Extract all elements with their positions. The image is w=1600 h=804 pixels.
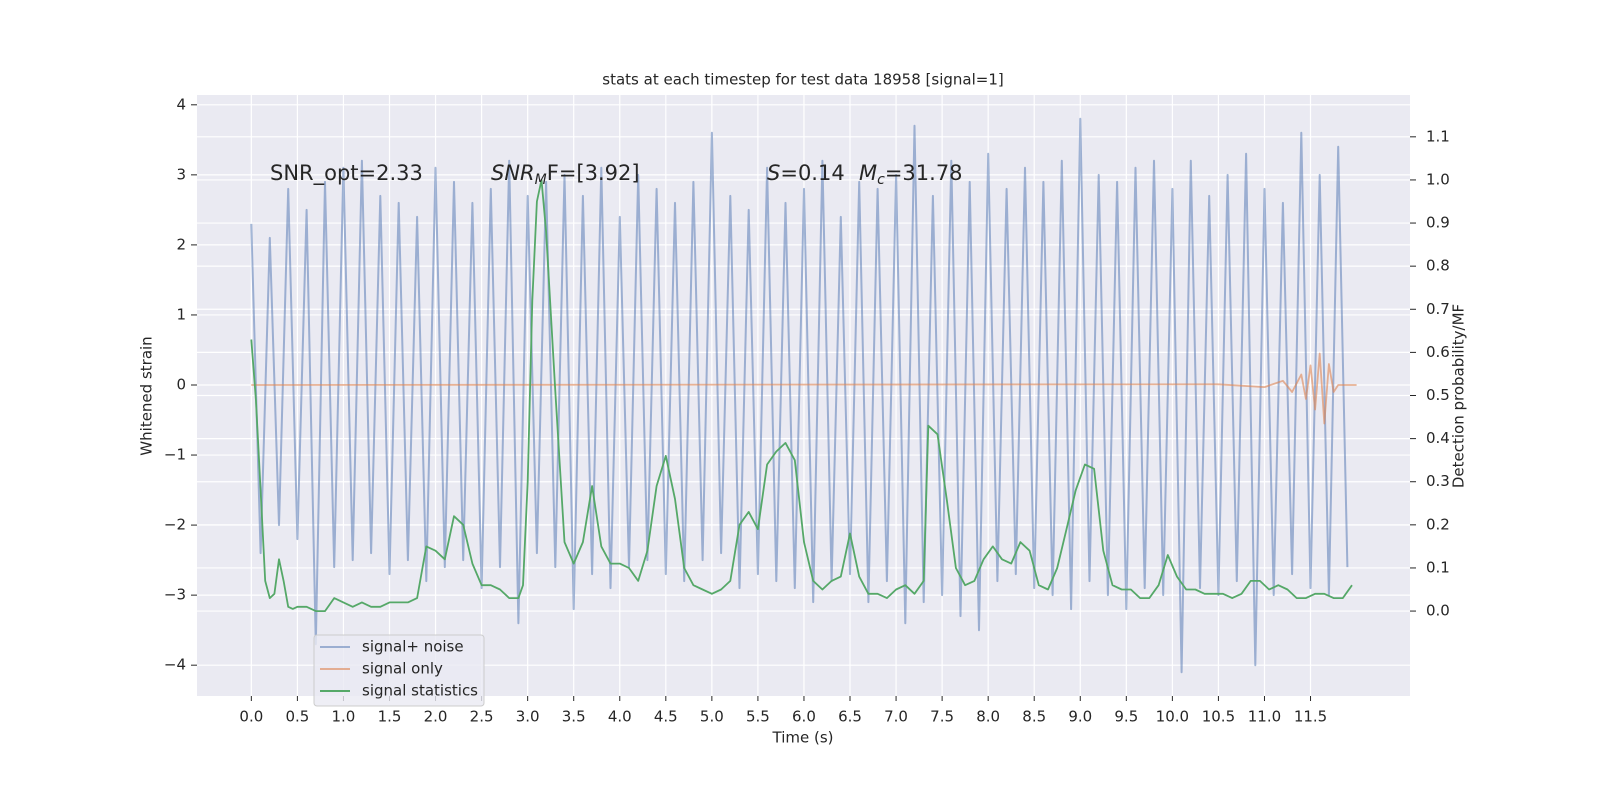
x-tick-label: 4.5 [654, 708, 678, 726]
x-tick-label: 9.0 [1068, 708, 1092, 726]
y-tick-label: 3 [176, 165, 186, 183]
y-tick-label: 4 [176, 95, 186, 113]
x-tick-label: 9.5 [1114, 708, 1138, 726]
y2-axis-label: Detection probability/MF [1450, 304, 1468, 488]
annotation-part: M [535, 172, 547, 188]
y-tick-label: −3 [164, 586, 186, 604]
y2-tick-label: 0.1 [1426, 558, 1450, 576]
series-line [250, 117, 1349, 674]
y-axis-label: Whitened strain [138, 336, 156, 455]
annotation-part: S [767, 161, 780, 185]
series-line [251, 352, 1357, 425]
y2-tick-label: 0.7 [1426, 300, 1450, 318]
y2-tick-label: 1.1 [1426, 127, 1450, 145]
series-line [250, 178, 1353, 612]
x-tick-label: 10.0 [1156, 708, 1189, 726]
annotation: S=0.14 [767, 161, 845, 185]
y2-tick-label: 1.0 [1426, 170, 1450, 188]
annotation-part: F=[3.92] [547, 161, 640, 185]
x-tick-label: 1.5 [378, 708, 402, 726]
x-tick-label: 6.5 [838, 708, 862, 726]
legend-label: signal statistics [362, 682, 478, 700]
x-tick-label: 4.0 [608, 708, 632, 726]
legend-label: signal+ noise [362, 638, 464, 656]
x-tick-label: 11.0 [1248, 708, 1281, 726]
x-tick-label: 1.0 [332, 708, 356, 726]
marks [250, 117, 1357, 674]
y-tick-label: 0 [176, 375, 186, 393]
y2-tick-label: 0.4 [1426, 429, 1450, 447]
y-tick-label: 1 [176, 305, 186, 323]
y-tick-label: −2 [164, 516, 186, 534]
annotation-part: =0.14 [780, 161, 844, 185]
annotation: SNR_opt=2.33 [270, 161, 423, 186]
x-tick-label: 11.5 [1294, 708, 1327, 726]
x-tick-label: 0.0 [239, 708, 263, 726]
x-tick-label: 3.5 [562, 708, 586, 726]
y2-tick-label: 0.6 [1426, 343, 1450, 361]
x-tick-label: 7.0 [884, 708, 908, 726]
x-tick-label: 5.5 [746, 708, 770, 726]
y2-tick-label: 0.2 [1426, 515, 1450, 533]
y-tick-label: −1 [164, 446, 186, 464]
x-tick-label: 7.5 [930, 708, 954, 726]
x-tick-label: 3.0 [516, 708, 540, 726]
y-tick-label: −4 [164, 656, 186, 674]
legend-box [313, 634, 485, 707]
annotation-part: SNR_opt=2.33 [270, 161, 423, 186]
y-tick-label: 2 [176, 235, 186, 253]
x-tick-label: 5.0 [700, 708, 724, 726]
x-tick-label: 0.5 [285, 708, 309, 726]
annotation-part: M [859, 161, 877, 185]
y2-tick-label: 0.9 [1426, 214, 1450, 232]
y2-tick-label: 0.3 [1426, 472, 1450, 490]
legend-label: signal only [362, 660, 443, 678]
annotation-part: =31.78 [885, 161, 963, 185]
y2-tick-label: 0.5 [1426, 386, 1450, 404]
y2-tick-label: 0.0 [1426, 602, 1450, 620]
x-tick-label: 2.0 [424, 708, 448, 726]
x-tick-label: 10.5 [1202, 708, 1235, 726]
annotation-part: c [877, 172, 885, 188]
x-tick-label: 2.5 [470, 708, 494, 726]
x-axis-label: Time (s) [772, 729, 834, 747]
annotation-part: SNR [491, 161, 535, 185]
x-tick-label: 8.5 [1022, 708, 1046, 726]
annotation: Mc=31.78 [859, 161, 963, 188]
x-tick-label: 8.0 [976, 708, 1000, 726]
chart-title: stats at each timestep for test data 189… [602, 71, 1003, 89]
annotation: SNRMF=[3.92] [491, 161, 640, 188]
y2-tick-label: 0.8 [1426, 257, 1450, 275]
x-tick-label: 6.0 [792, 708, 816, 726]
